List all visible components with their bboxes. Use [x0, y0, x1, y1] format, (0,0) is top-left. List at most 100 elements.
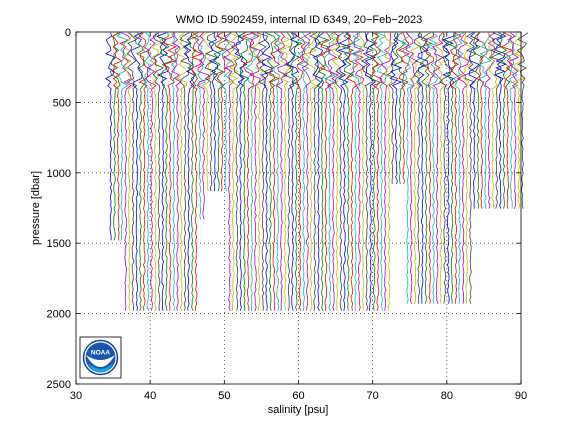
salinity-profile-line: [304, 32, 318, 311]
salinity-profile-line: [323, 32, 336, 311]
salinity-profile-line: [189, 32, 204, 311]
salinity-profile-line: [194, 32, 207, 220]
x-tick-label: 70: [367, 390, 379, 402]
salinity-profile-line: [282, 32, 295, 311]
salinity-profile-line: [309, 32, 322, 311]
y-tick-label: 2500: [47, 379, 71, 391]
salinity-profile-line: [376, 32, 388, 311]
salinity-profile-line: [505, 32, 519, 209]
salinity-profile-line: [330, 32, 344, 311]
salinity-profile-line: [326, 32, 340, 311]
salinity-profile-line: [493, 32, 507, 209]
x-tick-label: 40: [144, 390, 156, 402]
salinity-profile-line: [171, 32, 182, 311]
salinity-profile-line: [439, 32, 451, 304]
salinity-profile-line: [498, 32, 511, 209]
salinity-profile-line: [341, 32, 355, 311]
salinity-profile-line: [356, 32, 368, 311]
salinity-profile-line: [401, 32, 414, 304]
salinity-profile-line: [386, 32, 399, 185]
x-tick-label: 80: [441, 390, 453, 402]
salinity-profile-line: [208, 32, 221, 192]
salinity-profile-line: [413, 32, 426, 304]
salinity-profile-line: [417, 32, 429, 304]
salinity-profile-line: [460, 32, 472, 304]
salinity-profile-line: [230, 32, 243, 311]
salinity-profile-line: [442, 32, 455, 304]
salinity-profile-line: [141, 32, 152, 311]
salinity-profile-line: [109, 32, 121, 241]
salinity-profile-line: [227, 32, 240, 311]
salinity-profile-line: [119, 32, 132, 311]
x-tick-label: 60: [292, 390, 304, 402]
salinity-profile-line: [253, 32, 266, 311]
salinity-profile-line: [160, 32, 173, 311]
salinity-profile-line: [204, 32, 218, 192]
salinity-profile-line: [256, 32, 269, 311]
salinity-profile-line: [476, 32, 488, 209]
salinity-profile-line: [409, 32, 422, 304]
salinity-profile-line: [248, 32, 262, 311]
salinity-profile-line: [297, 32, 311, 311]
salinity-profile-line: [512, 32, 525, 209]
salinity-profile-line: [234, 32, 248, 311]
noaa-logo-sea: [88, 363, 113, 373]
salinity-profile-line: [334, 32, 346, 311]
grid: [76, 32, 521, 384]
salinity-profile-line: [187, 32, 199, 311]
y-tick-label: 2000: [47, 309, 71, 321]
x-tick-label: 90: [515, 390, 527, 402]
salinity-profile-line: [371, 32, 383, 311]
salinity-profile-line: [397, 32, 411, 185]
noaa-logo: NOAA: [79, 336, 122, 379]
salinity-profile-line: [215, 32, 229, 192]
salinity-profile-line: [345, 32, 359, 311]
salinity-profile-line: [145, 32, 157, 311]
y-tick-label: 1500: [47, 238, 71, 250]
salinity-profile-line: [316, 32, 329, 311]
salinity-profile-line: [426, 32, 439, 304]
salinity-profile-line: [516, 32, 529, 209]
salinity-profile-line: [294, 32, 306, 311]
salinity-profile-line: [105, 32, 117, 241]
x-tick-label: 30: [70, 390, 82, 402]
x-axis-label: salinity [psu]: [268, 404, 329, 416]
salinity-profile-line: [352, 32, 366, 311]
salinity-profile-line: [424, 32, 436, 304]
salinity-profile-line: [201, 32, 214, 192]
salinity-profile-line: [289, 32, 303, 311]
salinity-profile-line: [111, 32, 123, 241]
salinity-profile-line: [184, 32, 195, 311]
salinity-profile-line: [223, 32, 236, 311]
salinity-profile-line: [468, 32, 480, 209]
salinity-profile-line: [509, 32, 520, 209]
y-axis-ticks: 0 500 1000 1500 2000 2500: [47, 27, 521, 391]
salinity-profile-line: [419, 32, 433, 304]
salinity-profile-line: [337, 32, 352, 311]
salinity-profile-line: [452, 32, 465, 304]
salinity-profile-line: [445, 32, 458, 304]
salinity-profile-line: [301, 32, 312, 311]
y-tick-label: 500: [53, 97, 71, 109]
salinity-profile-line: [197, 32, 210, 220]
salinity-profile-line: [350, 32, 361, 311]
salinity-profile-line: [213, 32, 225, 192]
salinity-profile-line: [456, 32, 470, 304]
x-axis-ticks: 30 40 50 60 70 80 90: [70, 32, 527, 402]
salinity-profile-line: [263, 32, 277, 311]
y-axis-label: pressure [dbar]: [30, 171, 42, 245]
x-tick-label: 50: [218, 390, 230, 402]
salinity-profile-line: [500, 32, 514, 209]
salinity-profile-line: [431, 32, 444, 304]
profile-lines: [105, 32, 529, 311]
salinity-profile-line: [245, 32, 258, 311]
salinity-profile-line: [219, 32, 232, 192]
y-tick-label: 1000: [47, 168, 71, 180]
salinity-profile-line: [175, 32, 188, 311]
salinity-profile-line: [478, 32, 492, 209]
salinity-profile-line: [394, 32, 406, 185]
noaa-logo-text: NOAA: [91, 350, 110, 357]
salinity-profile-line: [126, 32, 138, 311]
salinity-profile-line: [472, 32, 484, 209]
salinity-profile-line: [486, 32, 499, 209]
